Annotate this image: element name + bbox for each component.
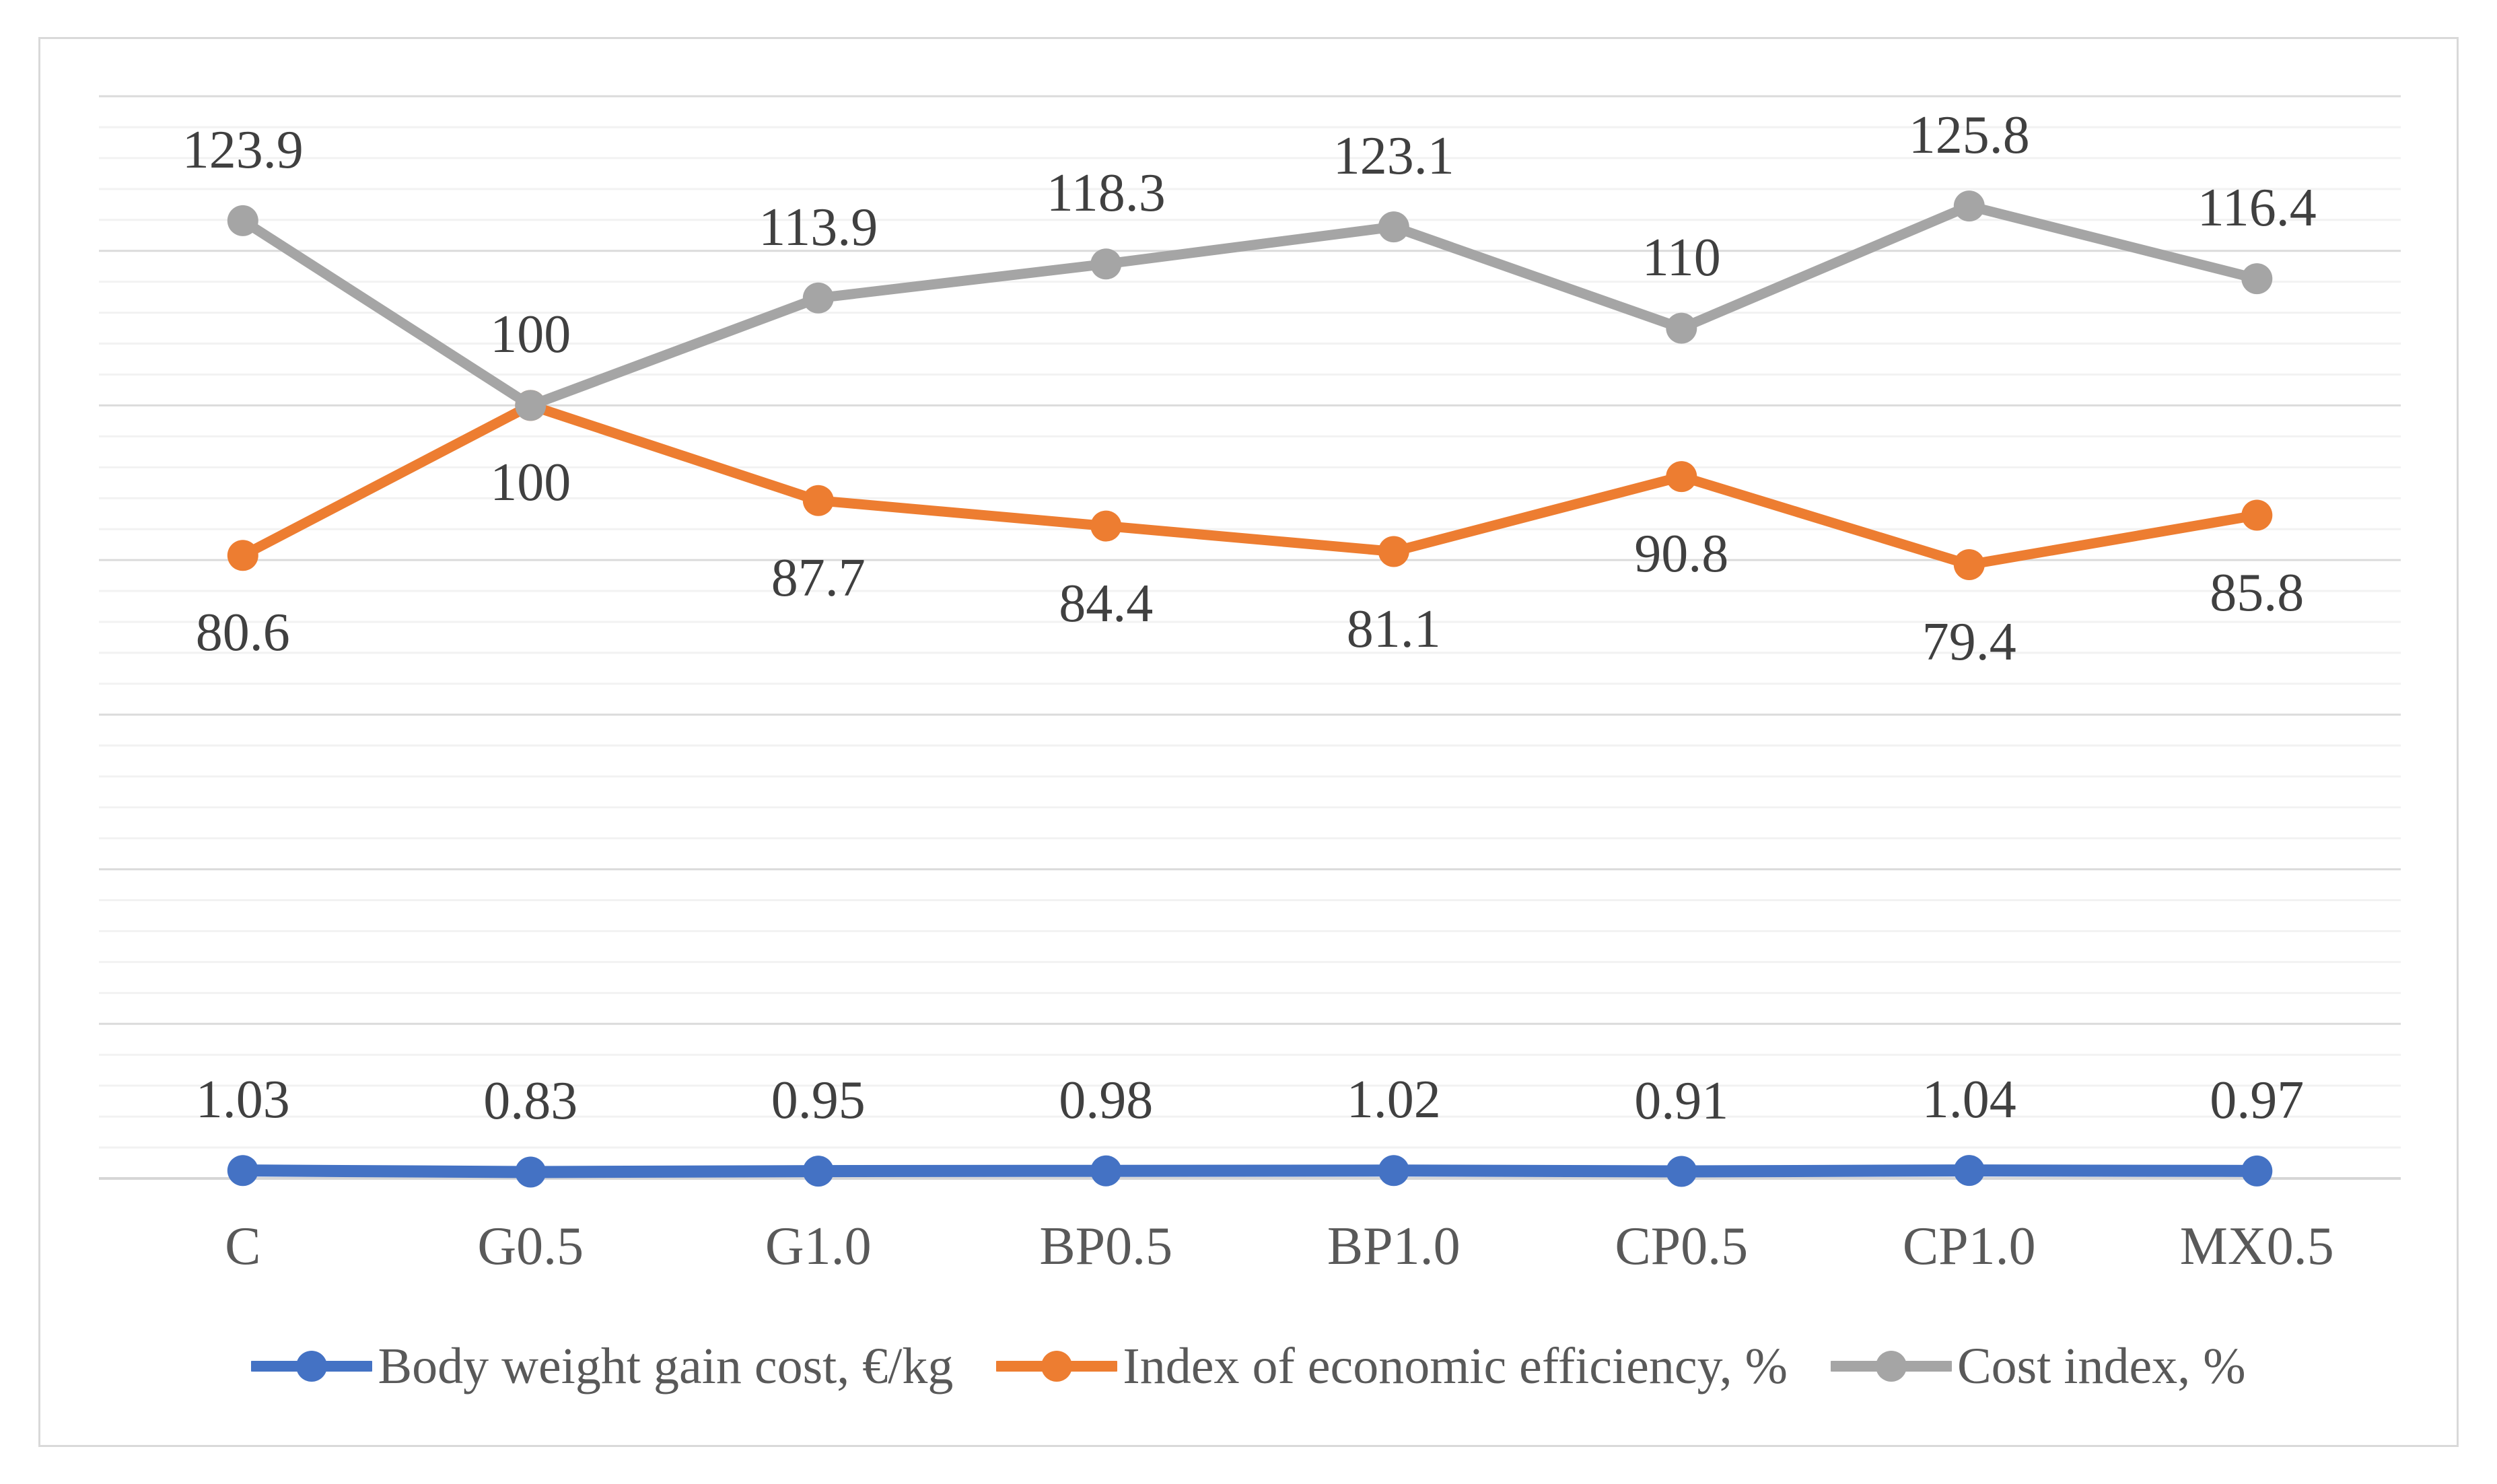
marker-cost-index-BP1.0 — [1378, 211, 1409, 243]
marker-cost-index-G0.5 — [515, 390, 547, 421]
series-line-body-weight-gain-cost-kg — [236, 1164, 2263, 1178]
data-label-index-of-economic-efficiency-MX0.5: 85.8 — [2210, 563, 2305, 623]
data-label-body-weight-gain-cost-kg-BP0.5: 0.98 — [1059, 1070, 1154, 1130]
x-axis-label-mx0-5: MX0.5 — [2179, 1217, 2334, 1276]
marker-index-of-economic-efficiency-CP1.0 — [1953, 549, 1985, 580]
legend-line-marker-icon — [996, 1351, 1118, 1382]
x-axis-label-cp1-0: CP1.0 — [1902, 1217, 2036, 1276]
marker-body-weight-gain-cost-kg-G0.5 — [515, 1156, 547, 1188]
data-label-cost-index-CP0.5: 110 — [1642, 227, 1721, 287]
legend-label-cost-index: Cost index, % — [1957, 1338, 2246, 1394]
marker-index-of-economic-efficiency-CP0.5 — [1666, 461, 1697, 493]
legend-line-marker-icon — [251, 1351, 373, 1382]
legend-line-marker-icon — [1830, 1351, 1952, 1382]
series-line-cost-index — [238, 201, 2262, 411]
data-label-cost-index-BP1.0: 123.1 — [1333, 127, 1454, 186]
legend-label-body-weight-gain-cost-kg: Body weight gain cost, €/kg — [378, 1338, 954, 1394]
data-label-body-weight-gain-cost-kg-MX0.5: 0.97 — [2210, 1070, 2305, 1130]
data-label-index-of-economic-efficiency-CP0.5: 90.8 — [1634, 524, 1729, 584]
legend: Body weight gain cost, €/kg Index of econ… — [0, 1335, 2497, 1397]
chart-border-frame — [38, 37, 2459, 1447]
data-label-body-weight-gain-cost-kg-C: 1.03 — [195, 1070, 290, 1130]
marker-body-weight-gain-cost-kg-G1.0 — [802, 1156, 834, 1187]
marker-body-weight-gain-cost-kg-CP0.5 — [1666, 1156, 1697, 1187]
x-axis-label-g0-5: G0.5 — [477, 1217, 584, 1276]
marker-body-weight-gain-cost-kg-CP1.0 — [1953, 1155, 1985, 1187]
marker-body-weight-gain-cost-kg-C — [227, 1155, 258, 1187]
x-axis-label-g1-0: G1.0 — [765, 1217, 872, 1276]
data-label-index-of-economic-efficiency-BP1.0: 81.1 — [1346, 599, 1441, 659]
data-label-body-weight-gain-cost-kg-CP0.5: 0.91 — [1634, 1071, 1729, 1131]
data-label-index-of-economic-efficiency-BP0.5: 84.4 — [1059, 573, 1154, 633]
x-axis-label-cp0-5: CP0.5 — [1615, 1217, 1749, 1276]
data-label-cost-index-G0.5: 100 — [490, 305, 571, 365]
legend-item-body-weight-gain-cost-kg: Body weight gain cost, €/kg — [251, 1341, 953, 1392]
marker-body-weight-gain-cost-kg-MX0.5 — [2241, 1155, 2273, 1187]
marker-cost-index-CP1.0 — [1953, 190, 1985, 222]
marker-index-of-economic-efficiency-BP1.0 — [1378, 536, 1409, 567]
legend-item-cost-index: Cost index, % — [1830, 1338, 2246, 1394]
data-label-body-weight-gain-cost-kg-BP1.0: 1.02 — [1346, 1070, 1441, 1130]
data-label-index-of-economic-efficiency-G1.0: 87.7 — [771, 548, 866, 608]
data-label-cost-index-G1.0: 113.9 — [759, 197, 878, 257]
data-label-cost-index-CP1.0: 125.8 — [1908, 106, 2030, 166]
series-line-index-of-economic-efficiency — [238, 400, 2262, 570]
marker-index-of-economic-efficiency-BP0.5 — [1090, 510, 1122, 542]
marker-body-weight-gain-cost-kg-BP1.0 — [1378, 1155, 1409, 1187]
marker-cost-index-C — [227, 205, 258, 236]
marker-cost-index-BP0.5 — [1090, 248, 1122, 280]
marker-cost-index-G1.0 — [802, 282, 834, 314]
legend-label-index-of-economic-efficiency: Index of economic efficiency, % — [1123, 1338, 1788, 1394]
data-label-cost-index-C: 123.9 — [182, 120, 304, 180]
x-axis-label-bp1-0: BP1.0 — [1327, 1217, 1461, 1276]
data-label-body-weight-gain-cost-kg-G1.0: 0.95 — [771, 1071, 866, 1131]
marker-cost-index-MX0.5 — [2241, 263, 2273, 295]
data-label-body-weight-gain-cost-kg-CP1.0: 1.04 — [1922, 1070, 2016, 1130]
data-label-body-weight-gain-cost-kg-G0.5: 0.83 — [483, 1071, 578, 1131]
marker-index-of-economic-efficiency-G1.0 — [802, 485, 834, 516]
marker-index-of-economic-efficiency-MX0.5 — [2241, 499, 2273, 531]
data-label-cost-index-BP0.5: 118.3 — [1046, 164, 1166, 223]
marker-cost-index-CP0.5 — [1666, 312, 1697, 344]
data-label-index-of-economic-efficiency-CP1.0: 79.4 — [1922, 612, 2016, 672]
legend-item-index-of-economic-efficiency: Index of economic efficiency, % — [996, 1341, 1788, 1392]
data-label-cost-index-MX0.5: 116.4 — [2197, 178, 2317, 238]
marker-body-weight-gain-cost-kg-BP0.5 — [1090, 1155, 1122, 1187]
marker-index-of-economic-efficiency-C — [227, 540, 258, 571]
x-axis-label-c: C — [225, 1217, 261, 1276]
data-label-index-of-economic-efficiency-C: 80.6 — [195, 603, 290, 663]
data-label-index-of-economic-efficiency-G0.5: 100 — [490, 453, 571, 513]
x-axis-label-bp0-5: BP0.5 — [1039, 1217, 1173, 1276]
